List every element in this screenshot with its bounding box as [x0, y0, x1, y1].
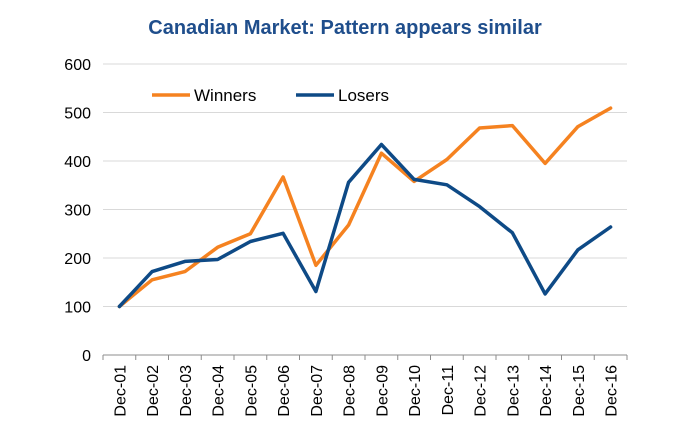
x-tick-label: Dec-03 — [178, 365, 195, 417]
x-tick-label: Dec-16 — [604, 365, 621, 417]
legend-label-losers: Losers — [338, 86, 389, 105]
legend-label-winners: Winners — [194, 86, 256, 105]
y-tick-label: 0 — [82, 348, 91, 365]
x-tick-label: Dec-01 — [112, 365, 129, 417]
y-tick-label: 500 — [64, 106, 91, 123]
y-axis-ticks: 0 100 200 300 400 500 600 — [64, 57, 91, 365]
x-tick-label: Dec-11 — [440, 365, 457, 415]
y-tick-label: 400 — [64, 154, 91, 171]
x-tick-label: Dec-13 — [505, 365, 522, 417]
x-tick-label: Dec-07 — [309, 365, 326, 417]
x-tick-label: Dec-02 — [145, 365, 162, 417]
x-tick-label: Dec-10 — [407, 365, 424, 417]
chart-title: Canadian Market: Pattern appears similar — [148, 17, 542, 39]
axes — [102, 354, 628, 360]
y-tick-label: 200 — [64, 251, 91, 268]
legend: Winners Losers — [152, 86, 389, 105]
series-line-losers — [117, 142, 613, 309]
x-tick-label: Dec-12 — [473, 365, 490, 417]
y-tick-label: 600 — [64, 57, 91, 74]
x-tick-label: Dec-04 — [211, 365, 228, 417]
x-tick-label: Dec-09 — [374, 365, 391, 417]
x-tick-label: Dec-06 — [276, 365, 293, 417]
x-tick-label: Dec-08 — [342, 365, 359, 417]
x-tick-label: Dec-15 — [571, 365, 588, 417]
x-axis-ticks: Dec-01 Dec-02 Dec-03 Dec-04 Dec-05 Dec-06 Dec-… — [112, 365, 620, 417]
x-tick-label: Dec-05 — [243, 365, 260, 417]
y-tick-label: 100 — [64, 300, 91, 317]
series-lines — [117, 106, 613, 309]
x-tick-label: Dec-14 — [538, 365, 555, 417]
gridlines — [103, 63, 627, 307]
y-tick-label: 300 — [64, 203, 91, 220]
